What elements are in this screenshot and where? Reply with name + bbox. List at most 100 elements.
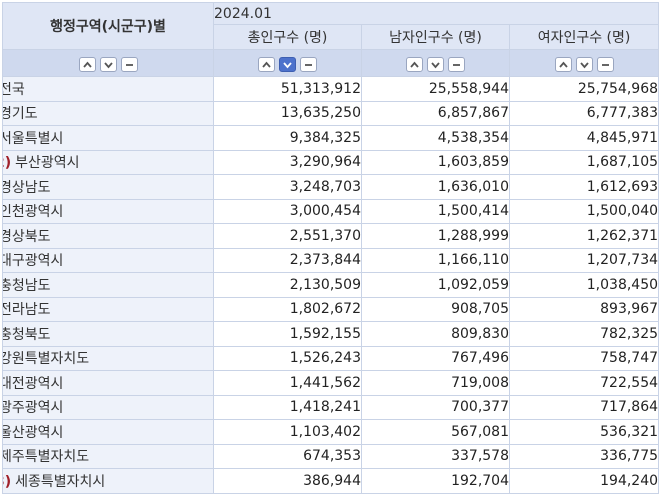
minus-icon — [125, 63, 133, 66]
region-cell: 서울특별시 — [2, 125, 214, 151]
female-cell: 25,754,968 — [508, 76, 660, 102]
male-cell: 1,500,414 — [361, 198, 510, 224]
total-cell: 9,384,325 — [213, 125, 362, 151]
sort-ascending-button[interactable] — [554, 56, 572, 72]
remove-button[interactable] — [596, 56, 614, 72]
male-cell: 700,377 — [361, 394, 510, 420]
column-header-female: 여자인구수 (명) — [508, 24, 660, 50]
table-row: 광주광역시 1,418,241 700,377 717,864 — [2, 394, 660, 420]
region-cell: 대전광역시 — [2, 370, 214, 396]
column-header-male: 남자인구수 (명) — [361, 24, 510, 50]
region-name: 대전광역시 — [2, 375, 64, 392]
total-cell: 1,526,243 — [213, 345, 362, 371]
total-cell: 674,353 — [213, 443, 362, 469]
region-cell: 전국 — [2, 76, 214, 102]
region-cell: 울산광역시 — [2, 419, 214, 445]
female-cell: 6,777,383 — [508, 100, 660, 126]
region-cell: 경상북도 — [2, 223, 214, 249]
table-row: 경기도 13,635,250 6,857,867 6,777,383 — [2, 100, 660, 126]
chevron-down-icon — [283, 61, 292, 68]
female-cell: 717,864 — [508, 394, 660, 420]
sort-ascending-button[interactable] — [406, 56, 423, 72]
total-sort-controls — [213, 49, 362, 77]
table-row: 인천광역시 3,000,454 1,500,414 1,500,040 — [2, 198, 660, 224]
female-cell: 722,554 — [508, 370, 660, 396]
total-cell: 1,103,402 — [213, 419, 362, 445]
male-cell: 1,092,059 — [361, 272, 510, 298]
total-cell: 386,944 — [213, 468, 362, 494]
region-name: 강원특별자치도 — [2, 351, 90, 368]
region-name: 제주특별자치도 — [2, 449, 90, 466]
remove-button[interactable] — [120, 56, 138, 72]
sort-ascending-button[interactable] — [258, 56, 275, 72]
male-cell: 25,558,944 — [361, 76, 510, 102]
table-row: 전라남도 1,802,672 908,705 893,967 — [2, 296, 660, 322]
table-row: 제주특별자치도 674,353 337,578 336,775 — [2, 443, 660, 469]
minus-icon — [305, 63, 312, 66]
male-cell: 6,857,867 — [361, 100, 510, 126]
female-cell: 1,687,105 — [508, 149, 660, 175]
female-cell: 1,262,371 — [508, 223, 660, 249]
region-name: 대구광역시 — [2, 253, 64, 270]
total-cell: 1,418,241 — [213, 394, 362, 420]
region-cell: 대구광역시 — [2, 247, 214, 273]
female-cell: 758,747 — [508, 345, 660, 371]
table-row: 경상남도 3,248,703 1,636,010 1,612,693 — [2, 174, 660, 200]
male-cell: 767,496 — [361, 345, 510, 371]
table-row: 충청북도 1,592,155 809,830 782,325 — [2, 321, 660, 347]
sort-descending-button[interactable] — [99, 56, 117, 72]
table-row: 대전광역시 1,441,562 719,008 722,554 — [2, 370, 660, 396]
sort-descending-button[interactable] — [575, 56, 593, 72]
total-cell: 13,635,250 — [213, 100, 362, 126]
region-name: 세종특별자치시 — [15, 473, 106, 490]
footnote-marker[interactable]: 2) — [4, 155, 12, 172]
female-cell: 782,325 — [508, 321, 660, 347]
region-cell: 제주특별자치도 — [2, 443, 214, 469]
female-sort-controls — [508, 49, 660, 77]
region-name: 경기도 — [2, 106, 38, 123]
female-cell: 4,845,971 — [508, 125, 660, 151]
remove-button[interactable] — [300, 56, 317, 72]
table-row: 강원특별자치도 1,526,243 767,496 758,747 — [2, 345, 660, 371]
region-name: 인천광역시 — [2, 204, 64, 221]
sort-ascending-button[interactable] — [78, 56, 96, 72]
sort-descending-button[interactable] — [427, 56, 444, 72]
male-cell: 1,636,010 — [361, 174, 510, 200]
table-row: 경상북도 2,551,370 1,288,999 1,262,371 — [2, 223, 660, 249]
female-cell: 1,038,450 — [508, 272, 660, 298]
chevron-up-icon — [410, 61, 419, 68]
region-cell: 충청남도 — [2, 272, 214, 298]
region-name: 서울특별시 — [2, 130, 64, 147]
chevron-down-icon — [431, 61, 440, 68]
male-cell: 4,538,354 — [361, 125, 510, 151]
region-name: 울산광역시 — [2, 424, 64, 441]
region-name: 충청북도 — [2, 326, 51, 343]
female-cell: 336,775 — [508, 443, 660, 469]
total-cell: 1,441,562 — [213, 370, 362, 396]
footnote-marker[interactable]: 3) — [4, 473, 12, 490]
female-cell: 194,240 — [508, 468, 660, 494]
table-row: 대구광역시 2,373,844 1,166,110 1,207,734 — [2, 247, 660, 273]
sort-descending-button[interactable] — [279, 56, 296, 72]
table-row: 울산광역시 1,103,402 567,081 536,321 — [2, 419, 660, 445]
female-cell: 1,207,734 — [508, 247, 660, 273]
total-cell: 3,248,703 — [213, 174, 362, 200]
region-cell: 2)부산광역시 — [2, 149, 214, 175]
region-cell: 경기도 — [2, 100, 214, 126]
total-cell: 1,592,155 — [213, 321, 362, 347]
total-cell: 3,290,964 — [213, 149, 362, 175]
table-row: 서울특별시 9,384,325 4,538,354 4,845,971 — [2, 125, 660, 151]
male-cell: 1,166,110 — [361, 247, 510, 273]
region-name: 경상북도 — [2, 228, 51, 245]
remove-button[interactable] — [448, 56, 465, 72]
male-cell: 567,081 — [361, 419, 510, 445]
table-row: 충청남도 2,130,509 1,092,059 1,038,450 — [2, 272, 660, 298]
chevron-up-icon — [262, 61, 271, 68]
region-cell: 인천광역시 — [2, 198, 214, 224]
male-cell: 719,008 — [361, 370, 510, 396]
minus-icon — [453, 63, 460, 66]
